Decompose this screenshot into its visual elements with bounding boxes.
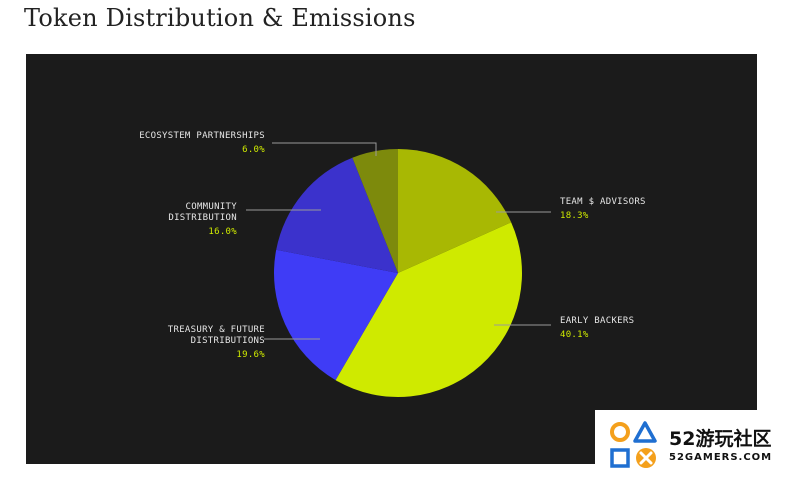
slice-label-treasury-line-2: DISTRIBUTIONS (191, 336, 265, 346)
slice-label-team: TEAM $ ADVISORS (560, 197, 646, 207)
watermark-domain-text: 52GAMERS.COM (669, 452, 773, 463)
slice-label-ecosystem: ECOSYSTEM PARTNERSHIPS (139, 131, 265, 141)
page-title: Token Distribution & Emissions (24, 4, 416, 32)
slice-percent-ecosystem: 6.0% (242, 145, 265, 155)
slice-percent-team: 18.3% (560, 211, 589, 221)
slice-percent-community: 16.0% (208, 227, 237, 237)
slice-label-community-line-2: DISTRIBUTION (168, 213, 237, 223)
pie-slice-community (276, 157, 398, 273)
pie-slice-early (335, 222, 522, 398)
chart-panel: TEAM $ ADVISORS 18.3% EARLY BACKERS 40.1% TR… (26, 54, 757, 464)
pie-slice-ecosystem (352, 149, 398, 273)
watermark-chinese-text: 52游玩社区 (669, 428, 772, 450)
slice-label-treasury-line-1: TREASURY & FUTURE (168, 325, 265, 335)
gamepad-buttons-icon (610, 421, 657, 468)
slice-percent-early: 40.1% (560, 330, 589, 340)
slice-percent-treasury: 19.6% (236, 350, 265, 360)
pie-chart: TEAM $ ADVISORS 18.3% EARLY BACKERS 40.1% TR… (139, 131, 646, 398)
leader-line-ecosystem (272, 142, 377, 156)
watermark-logo: 52游玩社区 52GAMERS.COM (595, 410, 785, 477)
pie-slice-treasury (274, 249, 398, 381)
pie-slice-team (398, 149, 512, 273)
slice-label-early: EARLY BACKERS (560, 316, 634, 326)
slice-label-community-line-1: COMMUNITY (186, 202, 238, 212)
